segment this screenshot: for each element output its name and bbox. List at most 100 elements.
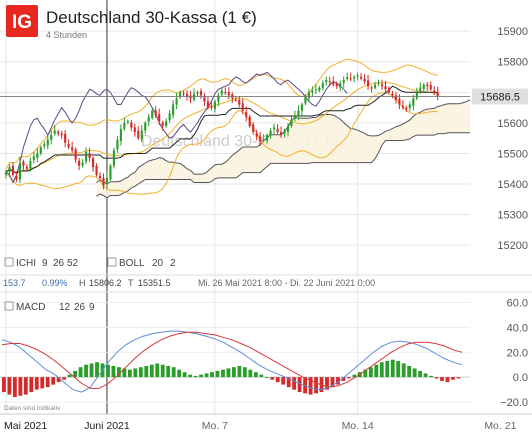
histogram-bar-32 [177, 369, 182, 378]
histogram-bar-22 [122, 368, 127, 378]
histogram-bar-42 [232, 367, 236, 378]
candle-24 [88, 147, 91, 162]
histogram-bar-29 [160, 364, 165, 378]
candle-63 [224, 87, 227, 96]
candle-23 [84, 147, 88, 165]
histogram-bar-52 [286, 377, 291, 388]
candle-30 [109, 163, 112, 181]
candle-101 [356, 72, 359, 81]
candle-109 [384, 80, 387, 94]
candle-10 [39, 145, 42, 156]
histogram-bar-38 [210, 372, 214, 378]
candle-73 [259, 132, 262, 146]
ichimoku-label: ICHI [16, 258, 36, 269]
candle-61 [217, 92, 220, 107]
candle-106 [373, 81, 377, 90]
candle-92 [325, 76, 328, 86]
histogram-bar-47 [259, 374, 264, 378]
bollinger-upper-band [5, 58, 438, 170]
time-tick-1: Juni 2021 [84, 420, 130, 432]
candle-100 [353, 75, 356, 83]
candle-86 [304, 94, 307, 106]
macd-line [1, 330, 463, 393]
macd-histogram [2, 359, 461, 398]
histogram-bar-69 [379, 362, 384, 378]
candle-20 [74, 147, 77, 164]
date-range: Mi. 26 Mai 2021 8:00 - Di. 22 Juni 2021 … [198, 278, 375, 288]
ichimoku-toggle-checkbox[interactable] [4, 257, 14, 267]
candle-84 [297, 105, 300, 121]
candle-74 [262, 134, 265, 142]
candle-85 [300, 102, 304, 116]
candle-67 [238, 96, 241, 108]
candle-80 [283, 128, 286, 138]
histogram-bar-17 [95, 362, 99, 378]
price-tick-4: 15600 [497, 118, 528, 130]
candle-35 [126, 119, 129, 125]
histogram-bar-73 [401, 363, 406, 378]
candle-55 [196, 90, 199, 97]
histogram-bar-21 [117, 367, 121, 378]
price-tick-7: 15900 [497, 26, 528, 38]
histogram-bar-68 [374, 364, 379, 378]
price-tick-2: 15400 [497, 179, 528, 191]
ichimoku-senkou-a-line [96, 99, 470, 185]
histogram-bar-62 [341, 377, 346, 381]
candle-124 [436, 86, 439, 101]
macd-tick-1: 40.0 [507, 322, 528, 334]
histogram-bar-70 [385, 360, 390, 378]
candle-75 [266, 133, 269, 144]
candle-7 [29, 157, 32, 172]
candle-93 [328, 76, 331, 87]
bollinger-toggle-checkbox[interactable] [107, 257, 117, 267]
histogram-bar-46 [253, 372, 258, 378]
histogram-bar-45 [248, 369, 253, 378]
macd-tick-2: 20.0 [507, 347, 528, 359]
candle-14 [53, 125, 56, 136]
candle-70 [248, 114, 251, 128]
histogram-bar-0 [2, 377, 6, 393]
ichimoku-param-1: 9 [42, 258, 48, 269]
candle-111 [391, 90, 394, 99]
macd-toggle-checkbox[interactable] [4, 301, 14, 311]
histogram-bar-54 [297, 377, 302, 393]
histogram-bar-40 [221, 369, 225, 378]
candle-114 [401, 100, 404, 110]
interval-label: 4 Stunden [46, 30, 87, 40]
candle-122 [429, 81, 432, 92]
candle-29 [105, 172, 109, 189]
candle-87 [307, 88, 310, 101]
bollinger-middle-band [5, 82, 438, 174]
last-price-value: 15686.5 [480, 91, 520, 103]
histogram-bar-48 [264, 377, 269, 378]
high-label: H [79, 278, 86, 288]
histogram-bar-71 [390, 359, 395, 378]
candle-118 [415, 87, 418, 101]
histogram-bar-1 [7, 377, 12, 395]
macd-signal-line [1, 331, 463, 389]
histogram-bar-50 [275, 377, 280, 383]
candle-98 [346, 72, 349, 81]
last-price-badge: 15686.5 [472, 88, 528, 105]
histogram-bar-6 [34, 377, 39, 390]
histogram-bar-19 [106, 364, 110, 378]
candle-59 [210, 100, 213, 111]
histogram-bar-61 [336, 377, 340, 385]
histogram-bar-14 [78, 367, 83, 378]
histogram-bar-78 [429, 375, 433, 378]
candle-82 [290, 116, 293, 128]
candle-15 [57, 129, 60, 137]
histogram-bar-3 [18, 377, 23, 396]
candle-45 [161, 120, 164, 131]
histogram-bar-23 [127, 369, 132, 378]
candle-26 [95, 163, 98, 177]
histogram-bar-16 [89, 363, 94, 378]
candle-11 [43, 141, 46, 149]
price-tick-1: 15300 [497, 210, 528, 222]
price-axis: 1520015300154001550015600157001580015900 [497, 26, 528, 252]
histogram-bar-41 [226, 368, 231, 378]
candle-105 [370, 85, 373, 93]
candle-91 [321, 80, 324, 91]
candle-117 [412, 94, 415, 111]
ichimoku-param-3: 52 [67, 258, 79, 269]
